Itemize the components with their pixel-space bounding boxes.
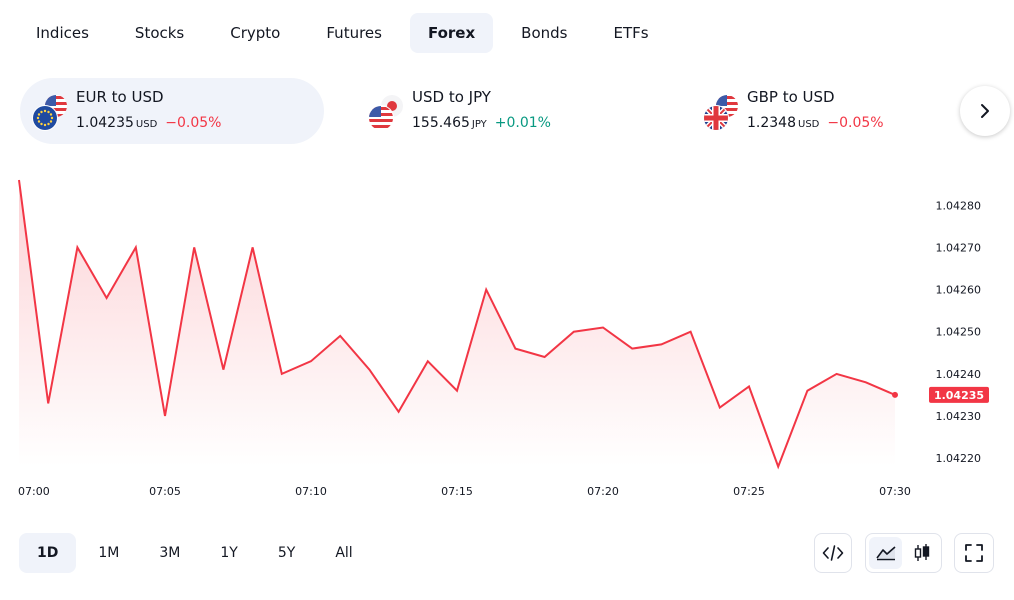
y-tick-label: 1.04260 xyxy=(936,284,982,297)
usd-jpy-flags-icon xyxy=(368,94,404,131)
ticker-name: EUR to USD xyxy=(76,88,164,106)
ticker-price: 1.04235 xyxy=(76,115,134,131)
tab-futures[interactable]: Futures xyxy=(326,24,382,42)
ticker-card-gbpusd[interactable]: GBP to USD 1.2348 USD −0.05% xyxy=(691,78,995,144)
range-selector: 1D 1M 3M 1Y 5Y All xyxy=(19,533,375,573)
ticker-card-usdjpy[interactable]: USD to JPY 155.465 JPY +0.01% xyxy=(356,78,660,144)
last-price-label: 1.04235 xyxy=(934,389,984,402)
tab-stocks[interactable]: Stocks xyxy=(134,24,185,42)
x-tick-label: 07:00 xyxy=(18,485,50,498)
ticker-change: +0.01% xyxy=(494,115,551,131)
ticker-quote: 155.465 JPY +0.01% xyxy=(412,115,551,131)
chart-line-layer xyxy=(18,179,896,470)
ticker-name: USD to JPY xyxy=(412,88,491,106)
x-tick-label: 07:25 xyxy=(733,485,765,498)
fullscreen-button[interactable] xyxy=(954,533,994,573)
tab-etfs[interactable]: ETFs xyxy=(613,24,649,42)
y-axis: 1.04280 1.04270 1.04260 1.04250 1.04240 1.042… xyxy=(936,199,982,465)
ticker-currency: USD xyxy=(135,119,158,130)
ticker-price: 155.465 xyxy=(412,115,470,131)
range-1y-button[interactable]: 1Y xyxy=(220,545,238,561)
area-chart-icon xyxy=(875,546,896,561)
chart-point-layer xyxy=(892,391,898,398)
y-tick-label: 1.04240 xyxy=(936,368,982,381)
code-icon xyxy=(822,545,844,561)
ticker-quote: 1.2348 USD −0.05% xyxy=(747,115,884,131)
tab-indices[interactable]: Indices xyxy=(36,24,89,42)
x-tick-label: 07:30 xyxy=(879,485,911,498)
candlestick-button[interactable] xyxy=(905,537,938,569)
range-all-button[interactable]: All xyxy=(335,545,353,561)
range-1d-button[interactable]: 1D xyxy=(19,533,77,573)
x-axis: 07:00 07:05 07:10 07:15 07:20 07:25 07:30 xyxy=(18,485,911,498)
gbp-usd-flags-icon xyxy=(703,95,738,131)
price-area-fill xyxy=(19,180,895,467)
ticker-change: −0.05% xyxy=(165,115,222,131)
area-chart-button[interactable] xyxy=(869,537,902,569)
eur-usd-flags-icon xyxy=(32,95,67,131)
y-tick-label: 1.04230 xyxy=(936,410,982,423)
y-tick-label: 1.04250 xyxy=(936,326,982,339)
tab-bonds[interactable]: Bonds xyxy=(521,24,568,42)
y-tick-label: 1.04270 xyxy=(936,241,982,254)
last-price-badge xyxy=(929,386,989,403)
x-tick-label: 07:20 xyxy=(587,485,619,498)
ticker-price: 1.2348 xyxy=(747,115,796,131)
range-3m-button[interactable]: 3M xyxy=(159,545,181,561)
ticker-change: −0.05% xyxy=(827,115,884,131)
chart-area-layer xyxy=(19,180,895,467)
carousel-next-button[interactable] xyxy=(960,86,1010,136)
y-tick-label: 1.04220 xyxy=(936,452,982,465)
tab-crypto[interactable]: Crypto xyxy=(230,24,281,42)
tab-forex[interactable]: Forex xyxy=(409,13,494,53)
chevron-right-icon xyxy=(981,104,989,118)
ticker-quote: 1.04235 USD −0.05% xyxy=(76,115,222,131)
x-tick-label: 07:10 xyxy=(295,485,327,498)
fullscreen-icon xyxy=(965,544,983,562)
ticker-currency: USD xyxy=(798,119,820,130)
price-chart[interactable]: 1.04280 1.04270 1.04260 1.04250 1.04240 1.042… xyxy=(0,160,1014,510)
ticker-card-eurusd[interactable]: EUR to USD 1.04235 USD −0.05% xyxy=(20,78,324,144)
ticker-name: GBP to USD xyxy=(747,88,835,106)
price-line xyxy=(18,179,896,470)
data-point xyxy=(892,391,898,398)
market-tabs: Indices Stocks Crypto Futures Forex Bond… xyxy=(18,13,677,53)
y-tick-label: 1.04280 xyxy=(936,199,982,212)
x-tick-label: 07:15 xyxy=(441,485,473,498)
x-tick-label: 07:05 xyxy=(149,485,181,498)
range-5y-button[interactable]: 5Y xyxy=(277,545,296,561)
last-price-marker: 1.04235 xyxy=(929,386,989,403)
range-1m-button[interactable]: 1M xyxy=(98,545,120,561)
candlestick-icon xyxy=(914,544,929,561)
embed-button[interactable] xyxy=(814,533,852,573)
ticker-currency: JPY xyxy=(471,119,487,130)
ticker-carousel: EUR to USD 1.04235 USD −0.05% USD to JPY xyxy=(20,78,940,144)
chart-style-toggle xyxy=(865,533,942,573)
